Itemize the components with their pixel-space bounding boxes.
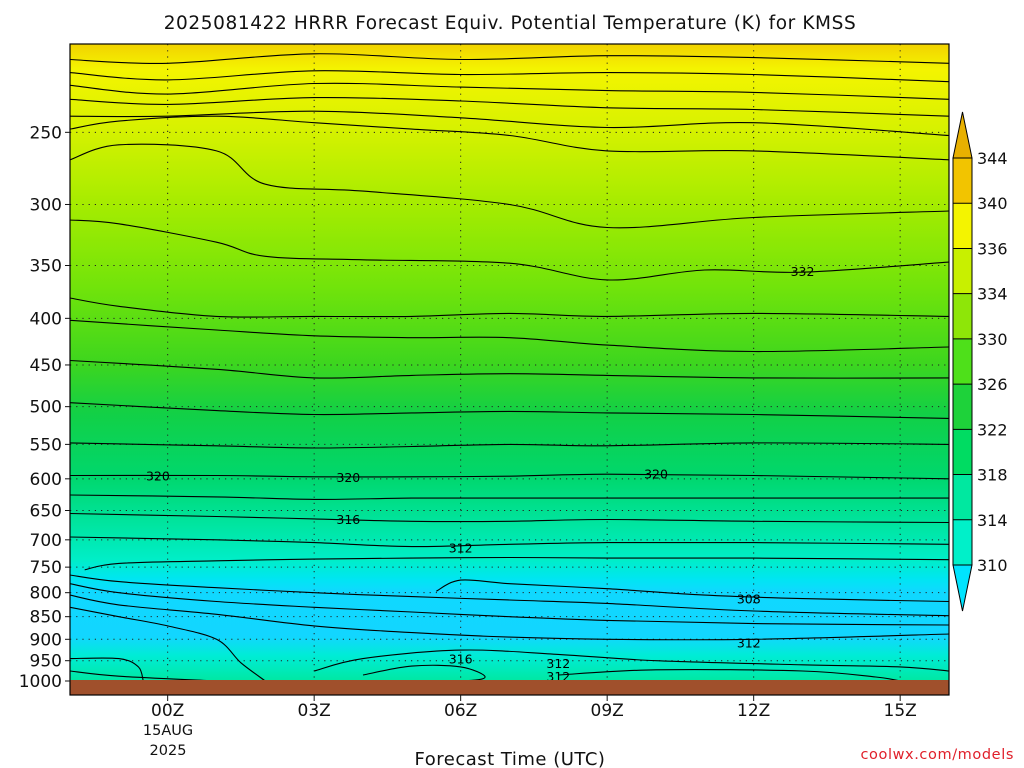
plot-frame (69, 43, 950, 696)
colorbar-swatch (953, 519, 972, 565)
contour-line (70, 512, 949, 524)
x-tick-label: 06Z (444, 701, 477, 721)
ground-surface (70, 680, 949, 695)
contour-label: 320 (336, 470, 360, 485)
y-tick-label: 1000 (19, 672, 62, 692)
x-tick-label: 12Z (737, 701, 770, 721)
x-tick-label: 03Z (298, 701, 331, 721)
contour-line (70, 297, 949, 318)
contour-line (314, 649, 949, 672)
x-date-label-day: 15AUG (143, 723, 193, 739)
colorbar-extend-max (952, 111, 973, 159)
contour-line (70, 402, 949, 419)
contour-label: 308 (737, 592, 761, 607)
y-tick-label: 500 (30, 398, 62, 418)
colorbar-label: 340 (977, 194, 1008, 213)
x-tick-label: 00Z (151, 701, 184, 721)
colorbar: 310 314 318 322 326 330 334 336 340 344 (952, 111, 1008, 612)
contour-label: 316 (449, 652, 473, 667)
contour-label: 332 (791, 264, 815, 279)
contour-line (70, 473, 949, 480)
colorbar-swatch (953, 338, 972, 385)
contour-line (362, 664, 486, 681)
colorbar-label: 334 (977, 285, 1008, 304)
x-axis: 00Z 03Z 06Z 09Z 12Z 15Z (151, 695, 917, 721)
y-tick-label: 950 (30, 652, 62, 672)
colorbar-label: 326 (977, 375, 1008, 394)
colorbar-label: 322 (977, 420, 1008, 439)
y-tick-label: 300 (30, 195, 62, 215)
y-tick-label: 800 (30, 584, 62, 604)
contour-line (70, 53, 949, 65)
contour-line (70, 143, 949, 229)
contour-line (70, 594, 949, 641)
contour-line (70, 115, 949, 161)
colorbar-swatch (953, 203, 972, 249)
y-tick-label: 650 (30, 502, 62, 522)
x-tick-label: 15Z (884, 701, 917, 721)
contour-line (70, 606, 266, 681)
colorbar-swatch (953, 248, 972, 294)
colorbar-swatch (953, 158, 972, 204)
credit-link[interactable]: coolwx.com/models (860, 747, 1014, 763)
contour-line (436, 579, 949, 603)
grid-lines (70, 44, 949, 681)
contour-label: 320 (644, 467, 668, 482)
contour-label: 312 (546, 669, 570, 684)
x-date-label-year: 2025 (150, 743, 187, 759)
y-tick-label: 600 (30, 470, 62, 490)
contour-line (70, 574, 949, 617)
contour-line (84, 556, 949, 571)
colorbar-label: 310 (977, 556, 1008, 575)
contour-label: 312 (546, 656, 570, 671)
contour-label: 320 (146, 469, 170, 484)
contour-lines (70, 53, 949, 681)
chart-title: 2025081422 HRRR Forecast Equiv. Potentia… (164, 13, 857, 34)
contour-label: 316 (336, 512, 360, 527)
colorbar-extend-min (952, 564, 973, 612)
colorbar-swatch (953, 474, 972, 520)
contour-line (558, 668, 901, 681)
contour-line (70, 82, 949, 100)
contour-line (70, 494, 949, 500)
contour-line (70, 657, 144, 681)
y-tick-label: 350 (30, 256, 62, 276)
y-tick-label: 850 (30, 608, 62, 628)
colorbar-label: 336 (977, 239, 1008, 258)
contour-label: 312 (449, 541, 473, 556)
colorbar-label: 344 (977, 149, 1008, 168)
colorbar-swatch (953, 293, 972, 339)
y-tick-label: 450 (30, 356, 62, 376)
colorbar-label: 318 (977, 466, 1008, 485)
contour-label: 312 (737, 635, 761, 650)
contour-line (70, 70, 949, 83)
y-tick-label: 750 (30, 558, 62, 578)
colorbar-swatch (953, 384, 972, 430)
contour-line (70, 442, 949, 449)
colorbar-label: 314 (977, 511, 1008, 530)
contour-line (70, 536, 949, 548)
y-tick-label: 700 (30, 531, 62, 551)
colorbar-swatch (953, 429, 972, 475)
contour-line (70, 319, 949, 353)
x-tick-label: 09Z (591, 701, 624, 721)
contour-line (70, 359, 949, 379)
y-axis: 2503003504004505005506006507007508008509… (19, 123, 70, 692)
contour-line (70, 110, 949, 137)
y-tick-label: 900 (30, 630, 62, 650)
contour-line (70, 583, 949, 626)
colorbar-label: 330 (977, 330, 1008, 349)
contour-line (70, 219, 949, 281)
y-tick-label: 250 (30, 123, 62, 143)
y-tick-label: 400 (30, 309, 62, 329)
contour-line (70, 96, 949, 117)
x-axis-label: Forecast Time (UTC) (415, 749, 606, 768)
temperature-field (70, 44, 949, 681)
y-tick-label: 550 (30, 435, 62, 455)
